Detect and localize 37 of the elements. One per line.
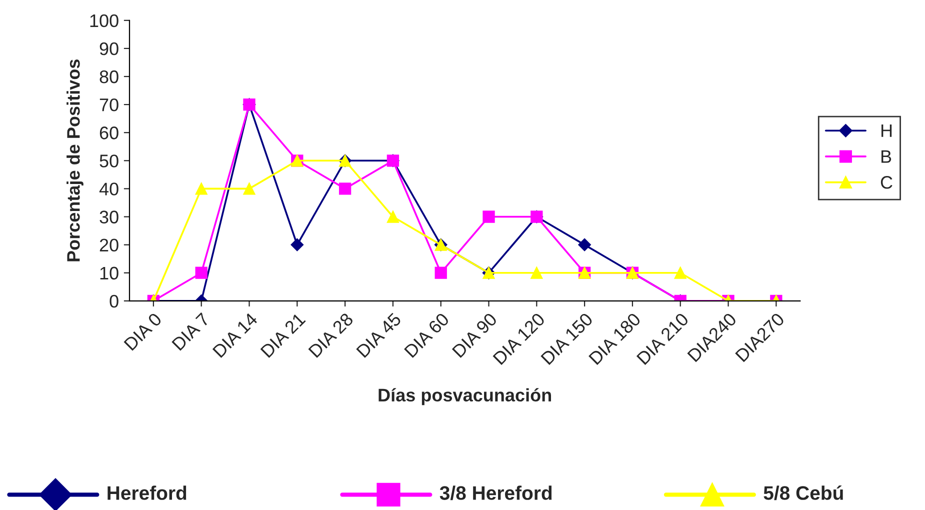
point (195, 182, 208, 195)
x-tick-label: DIA 14 (212, 312, 258, 358)
y-tick-label: 90 (100, 42, 118, 56)
y-tick-label: 40 (99, 182, 118, 196)
y-tick-label: 0 (110, 294, 118, 308)
point (290, 238, 304, 252)
y-tick-label: 30 (100, 210, 118, 224)
point (578, 238, 591, 252)
point (530, 266, 543, 279)
x-tick-label: DIA 60 (404, 312, 450, 358)
y-tick-label: 80 (100, 70, 118, 84)
point (434, 266, 447, 279)
y-tick-label: 100 (90, 14, 118, 28)
y-tick-label: 60 (100, 126, 118, 140)
point (386, 210, 400, 223)
point (243, 182, 256, 195)
y-tick-label: 20 (100, 238, 118, 252)
x-tick-label: DIA 0 (124, 312, 162, 351)
point (482, 210, 495, 223)
y-tick-label: 10 (100, 266, 118, 280)
legend-label: C (880, 176, 892, 189)
legend-label: B (881, 150, 892, 163)
x-tick-label: DIA 7 (172, 312, 210, 351)
point (338, 182, 352, 195)
text: Hereford (108, 486, 186, 500)
text: 3/8 Hereford (440, 486, 552, 500)
x-tick-label: DIA 21 (260, 312, 306, 358)
legend-label: H (881, 124, 892, 137)
y-tick-label: 50 (100, 154, 118, 168)
y-axis-title: Porcentaje de Positivos (66, 60, 84, 262)
point (195, 266, 208, 279)
point (674, 266, 686, 279)
y-tick-label: 70 (100, 98, 118, 112)
text: 5/8 Cebú (764, 485, 843, 500)
x-axis-title: Días posvacunación (378, 388, 551, 406)
x-tick-label: DIA 45 (356, 312, 402, 358)
x-tick-label: DIA 28 (308, 312, 354, 358)
